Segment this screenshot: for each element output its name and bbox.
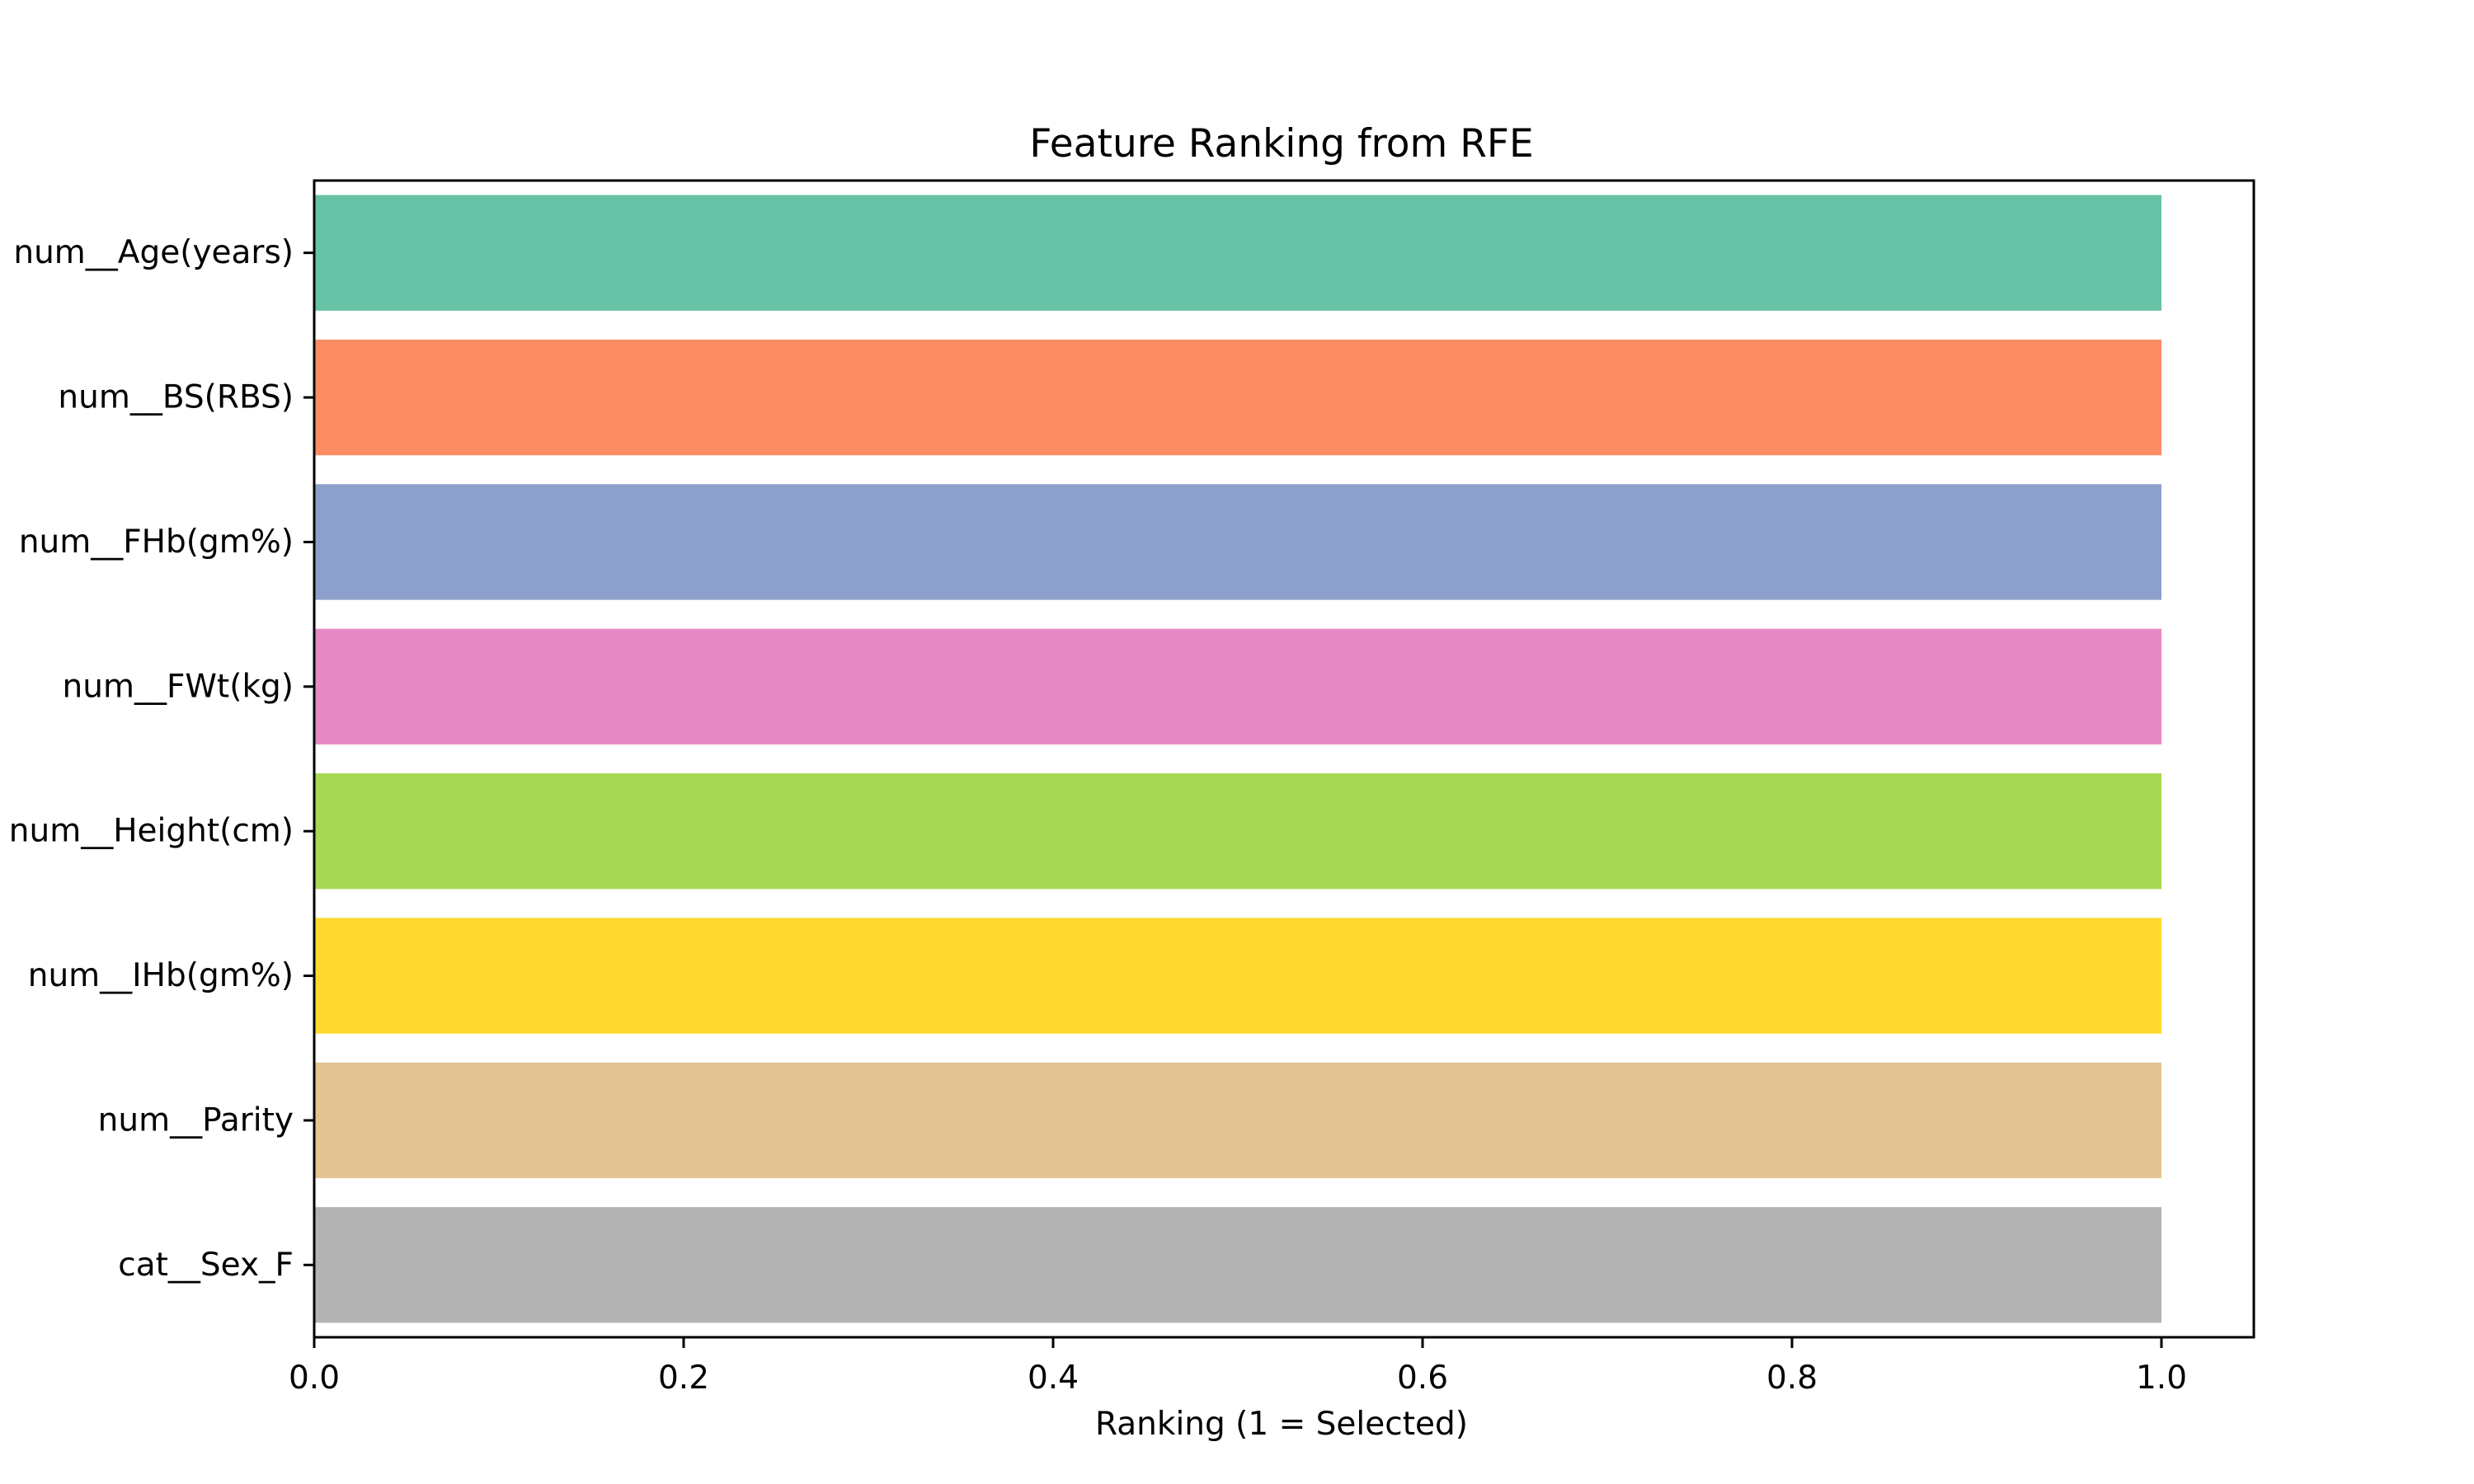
bars-group [314, 195, 2161, 1323]
bar [314, 918, 2161, 1034]
bar [314, 773, 2161, 890]
y-tick-label: cat__Sex_F [118, 1247, 294, 1284]
y-tick-label: num__FHb(gm%) [19, 524, 294, 561]
x-tick-label: 0.4 [1028, 1360, 1079, 1397]
y-tick-label: num__BS(RBS) [58, 379, 294, 416]
x-tick-label: 0.0 [289, 1360, 340, 1397]
x-axis-label: Ranking (1 = Selected) [1095, 1406, 1468, 1443]
y-axis: num__Age(years) num__BS(RBS) num__FHb(gm%)… [9, 234, 314, 1284]
bar [314, 628, 2161, 744]
bar [314, 484, 2161, 600]
y-tick-label: num__FWt(kg) [63, 668, 294, 705]
x-tick-label: 0.8 [1766, 1360, 1818, 1397]
chart-title: Feature Ranking from RFE [1029, 121, 1533, 167]
bar [314, 1207, 2161, 1323]
bar [314, 1062, 2161, 1179]
x-tick-label: 0.2 [658, 1360, 709, 1397]
y-tick-label: num__Height(cm) [9, 813, 294, 850]
y-tick-label: num__Parity [98, 1101, 294, 1139]
x-axis: 0.0 0.2 0.4 0.6 0.8 1.0 [289, 1337, 2187, 1397]
plot-frame [313, 179, 2255, 1339]
y-tick-label: num__Age(years) [13, 234, 294, 271]
y-tick-label: num__IHb(gm%) [28, 957, 294, 994]
bar [314, 339, 2161, 456]
x-tick-label: 0.6 [1397, 1360, 1448, 1397]
bar [314, 195, 2161, 311]
x-tick-label: 1.0 [2136, 1360, 2187, 1397]
